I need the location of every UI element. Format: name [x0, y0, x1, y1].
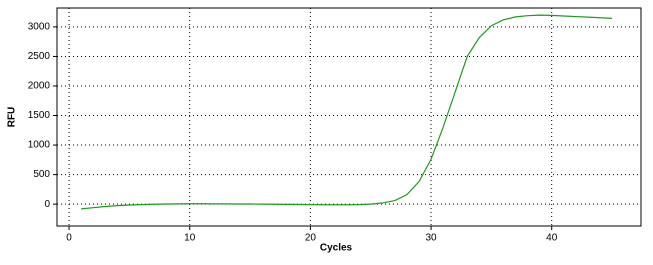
y-tick-label: 1000 [28, 140, 51, 151]
x-tick-label: 40 [546, 233, 558, 244]
y-tick-label: 0 [44, 199, 50, 210]
y-axis-label: RFU [7, 107, 18, 128]
x-tick-label: 20 [305, 233, 317, 244]
y-tick-label: 2000 [28, 81, 51, 92]
x-tick-label: 10 [184, 233, 196, 244]
x-axis-label: Cycles [320, 243, 353, 254]
y-tick-label: 1500 [28, 110, 51, 121]
x-tick-label: 0 [66, 233, 72, 244]
data-line [81, 14, 613, 210]
x-tick-label: 30 [425, 233, 437, 244]
plot-frame [56, 7, 642, 227]
y-tick-label: 2500 [28, 51, 51, 62]
y-tick-label: 3000 [28, 22, 51, 33]
y-tick-label: 500 [33, 169, 50, 180]
